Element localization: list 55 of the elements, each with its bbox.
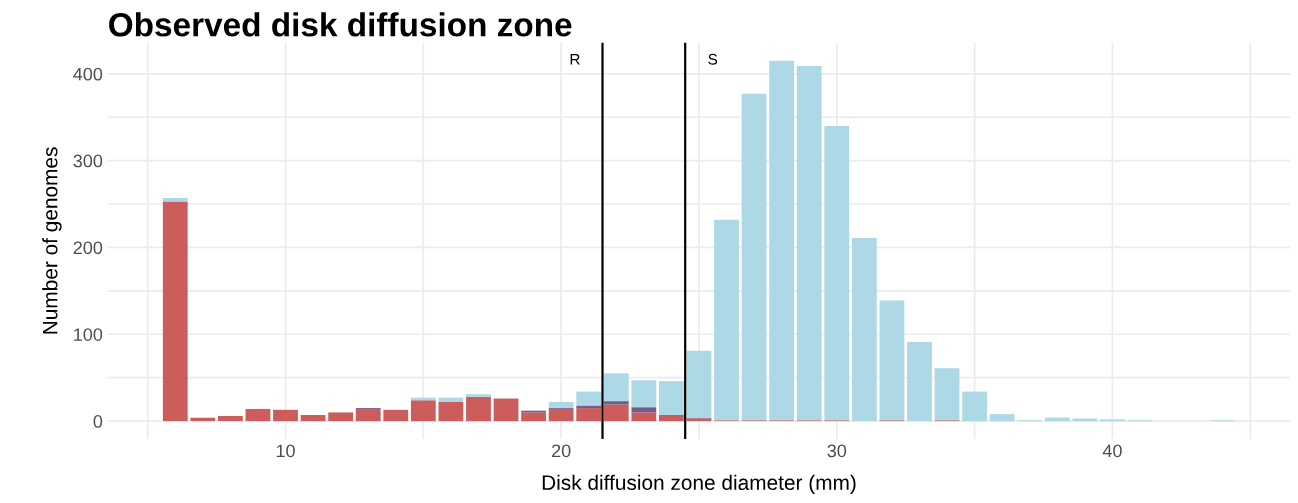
bar	[521, 412, 546, 422]
y-tick-label: 0	[93, 415, 103, 428]
bar	[328, 412, 354, 422]
bar	[631, 407, 657, 413]
bar	[438, 397, 464, 402]
bar	[631, 412, 657, 422]
bar	[300, 415, 326, 422]
y-tick-label: 300	[73, 154, 103, 168]
y-tick-label: 400	[73, 67, 103, 81]
bar	[796, 65, 822, 421]
bar	[603, 404, 629, 422]
bar	[576, 405, 602, 409]
bar	[1072, 418, 1098, 422]
bar	[548, 409, 574, 422]
bar	[989, 414, 1015, 422]
bar	[466, 396, 491, 422]
bar	[383, 409, 409, 422]
bar	[631, 380, 657, 408]
bar	[659, 381, 684, 416]
y-tick-label: 200	[73, 241, 103, 255]
bar	[907, 342, 932, 422]
bar	[162, 201, 188, 422]
bar	[273, 409, 298, 422]
x-tick-label: 30	[827, 444, 847, 458]
bar	[769, 60, 795, 421]
x-tick-label: 20	[552, 444, 571, 458]
bar	[410, 400, 436, 422]
bar	[576, 391, 602, 406]
bar	[851, 237, 877, 422]
bar	[714, 219, 739, 421]
bar	[824, 125, 850, 421]
ref-line-label: S	[708, 53, 718, 65]
x-axis-title: Disk diffusion zone diameter (mm)	[542, 474, 856, 495]
y-tick-label: 100	[74, 328, 103, 341]
y-axis-title: Number of genomes	[42, 147, 62, 334]
bar	[741, 93, 767, 421]
bar	[603, 401, 629, 405]
bar	[603, 373, 629, 402]
bar	[659, 415, 684, 422]
bar	[466, 394, 491, 397]
chart-title: Observed disk diffusion zone	[109, 12, 572, 37]
bar	[245, 408, 271, 422]
bar	[576, 408, 602, 422]
bar	[686, 350, 712, 418]
bar	[962, 391, 988, 422]
bar	[217, 415, 243, 422]
bar	[879, 300, 905, 421]
bar	[548, 402, 574, 409]
ref-line-label: R	[570, 54, 580, 65]
x-tick-label: 10	[276, 444, 295, 458]
bar	[438, 402, 464, 422]
bar	[934, 368, 960, 421]
bar	[493, 398, 519, 422]
bar	[355, 409, 381, 422]
x-tick-label: 40	[1102, 444, 1122, 458]
